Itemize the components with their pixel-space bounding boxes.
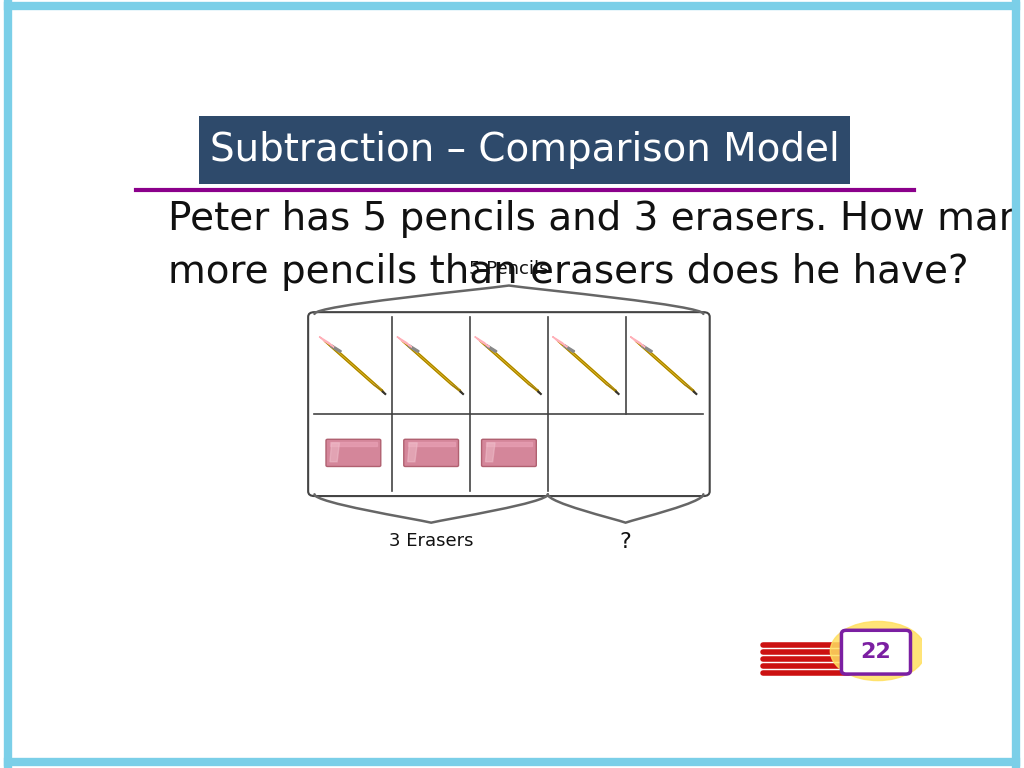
Polygon shape <box>475 336 489 347</box>
Text: Subtraction – Comparison Model: Subtraction – Comparison Model <box>210 131 840 169</box>
Polygon shape <box>553 336 567 347</box>
Polygon shape <box>485 442 532 446</box>
Polygon shape <box>528 384 541 394</box>
Text: Peter has 5 pencils and 3 erasers. How many
more pencils than erasers does he ha: Peter has 5 pencils and 3 erasers. How m… <box>168 200 1024 291</box>
Polygon shape <box>408 345 419 353</box>
Polygon shape <box>373 384 385 394</box>
Polygon shape <box>631 336 645 347</box>
Polygon shape <box>563 345 574 353</box>
Polygon shape <box>325 341 383 390</box>
Text: 22: 22 <box>860 642 891 662</box>
Polygon shape <box>330 345 341 353</box>
Polygon shape <box>408 443 417 462</box>
Polygon shape <box>480 341 538 390</box>
FancyBboxPatch shape <box>308 312 710 496</box>
Text: ?: ? <box>620 531 632 551</box>
FancyBboxPatch shape <box>842 631 910 674</box>
Polygon shape <box>558 341 615 390</box>
FancyBboxPatch shape <box>200 116 850 184</box>
Polygon shape <box>684 384 696 394</box>
FancyBboxPatch shape <box>481 439 537 466</box>
Polygon shape <box>330 442 377 446</box>
Polygon shape <box>635 341 693 390</box>
Polygon shape <box>397 336 412 347</box>
FancyBboxPatch shape <box>326 439 381 466</box>
Polygon shape <box>606 384 618 394</box>
Polygon shape <box>330 443 340 462</box>
Polygon shape <box>641 345 652 353</box>
Text: 5 Pencils: 5 Pencils <box>469 260 549 279</box>
Polygon shape <box>319 336 334 347</box>
Text: 3 Erasers: 3 Erasers <box>389 531 473 550</box>
FancyBboxPatch shape <box>403 439 459 466</box>
Polygon shape <box>485 443 495 462</box>
Polygon shape <box>485 345 497 353</box>
Polygon shape <box>451 384 463 394</box>
Polygon shape <box>402 341 460 390</box>
Ellipse shape <box>830 621 926 680</box>
Polygon shape <box>408 442 455 446</box>
